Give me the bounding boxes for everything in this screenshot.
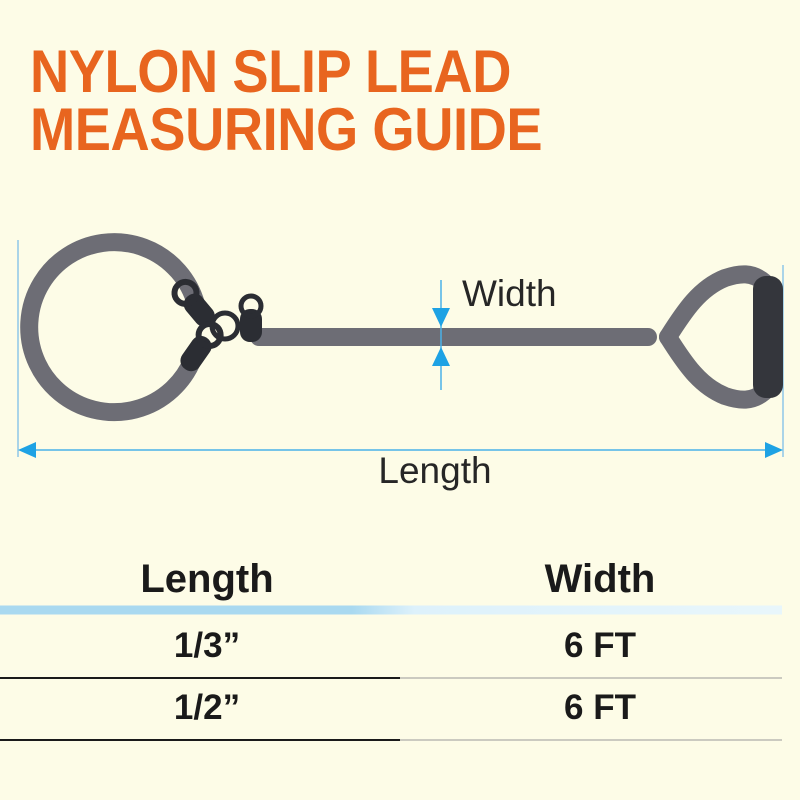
svg-text:Width: Width [545, 557, 656, 601]
svg-text:Length: Length [140, 557, 273, 601]
svg-text:6 FT: 6 FT [564, 626, 636, 665]
svg-text:1/3”: 1/3” [174, 626, 240, 665]
svg-text:1/2”: 1/2” [174, 688, 240, 727]
svg-text:6 FT: 6 FT [564, 688, 636, 727]
